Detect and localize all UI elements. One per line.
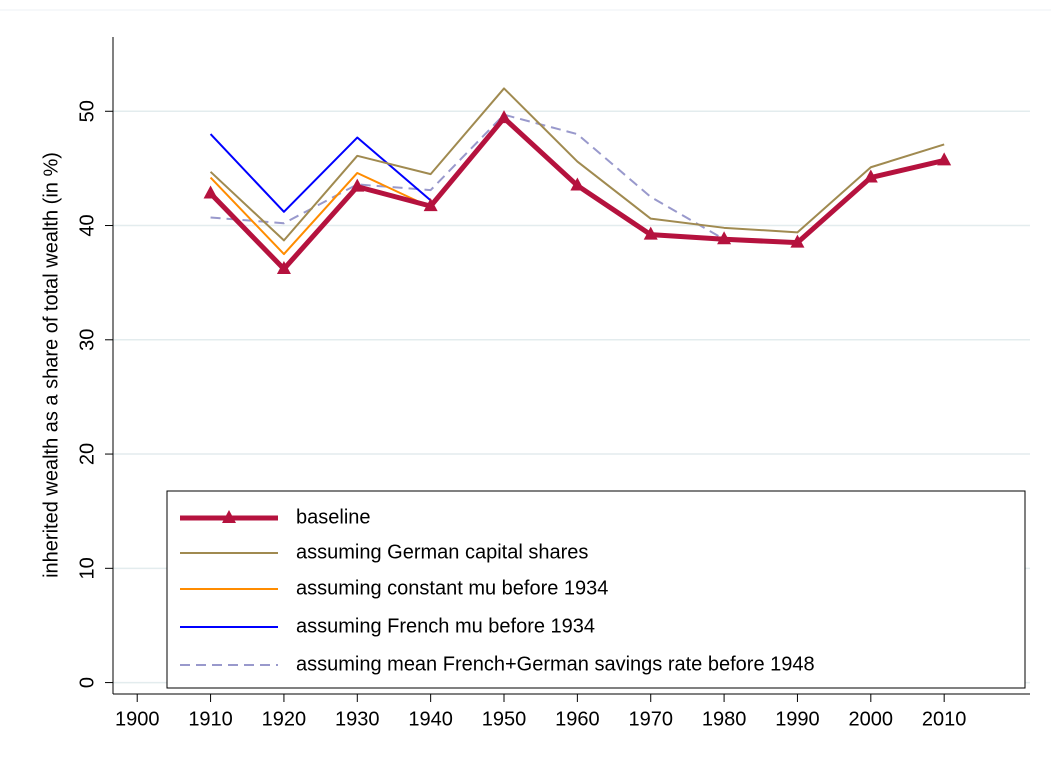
legend-label: assuming German capital shares bbox=[296, 541, 588, 563]
legend-label: assuming French mu before 1934 bbox=[296, 615, 595, 637]
legend-box bbox=[166, 490, 1026, 689]
x-tick-label: 1940 bbox=[408, 708, 453, 730]
x-tick-label: 1900 bbox=[115, 708, 160, 730]
x-tick-label: 1950 bbox=[482, 708, 527, 730]
y-tick-label: 0 bbox=[76, 677, 98, 688]
legend-label: assuming mean French+German savings rate… bbox=[296, 653, 815, 675]
y-tick-label: 30 bbox=[76, 329, 98, 351]
marker bbox=[423, 198, 438, 212]
legend-label: baseline bbox=[296, 506, 371, 528]
x-tick-label: 1980 bbox=[702, 708, 747, 730]
x-tick-label: 1970 bbox=[628, 708, 673, 730]
series-line bbox=[209, 133, 432, 213]
x-tick-label: 1920 bbox=[262, 708, 307, 730]
x-tick-label: 1990 bbox=[775, 708, 820, 730]
x-tick-label: 2000 bbox=[849, 708, 894, 730]
marker bbox=[203, 185, 218, 199]
series-line bbox=[210, 113, 725, 241]
marker bbox=[863, 169, 878, 183]
marker bbox=[717, 231, 732, 245]
x-tick-label: 1930 bbox=[335, 708, 380, 730]
x-tick-label: 1960 bbox=[555, 708, 600, 730]
marker bbox=[350, 178, 365, 192]
marker bbox=[643, 226, 658, 240]
y-tick-label: 10 bbox=[76, 557, 98, 579]
y-tick-label: 40 bbox=[76, 214, 98, 236]
marker bbox=[937, 152, 952, 166]
legend-label: assuming constant mu before 1934 bbox=[296, 577, 608, 599]
x-tick-label: 2010 bbox=[922, 708, 967, 730]
y-axis-label: inherited wealth as a share of total wea… bbox=[40, 152, 62, 578]
marker bbox=[497, 110, 512, 124]
marker bbox=[790, 234, 805, 248]
marker bbox=[276, 260, 291, 274]
marker bbox=[570, 177, 585, 191]
y-tick-label: 50 bbox=[76, 100, 98, 122]
y-tick-label: 20 bbox=[76, 443, 98, 465]
series-line bbox=[208, 115, 945, 272]
x-tick-label: 1910 bbox=[188, 708, 233, 730]
series-line bbox=[209, 171, 432, 256]
legend-marker bbox=[222, 510, 236, 523]
series-line bbox=[209, 87, 945, 242]
